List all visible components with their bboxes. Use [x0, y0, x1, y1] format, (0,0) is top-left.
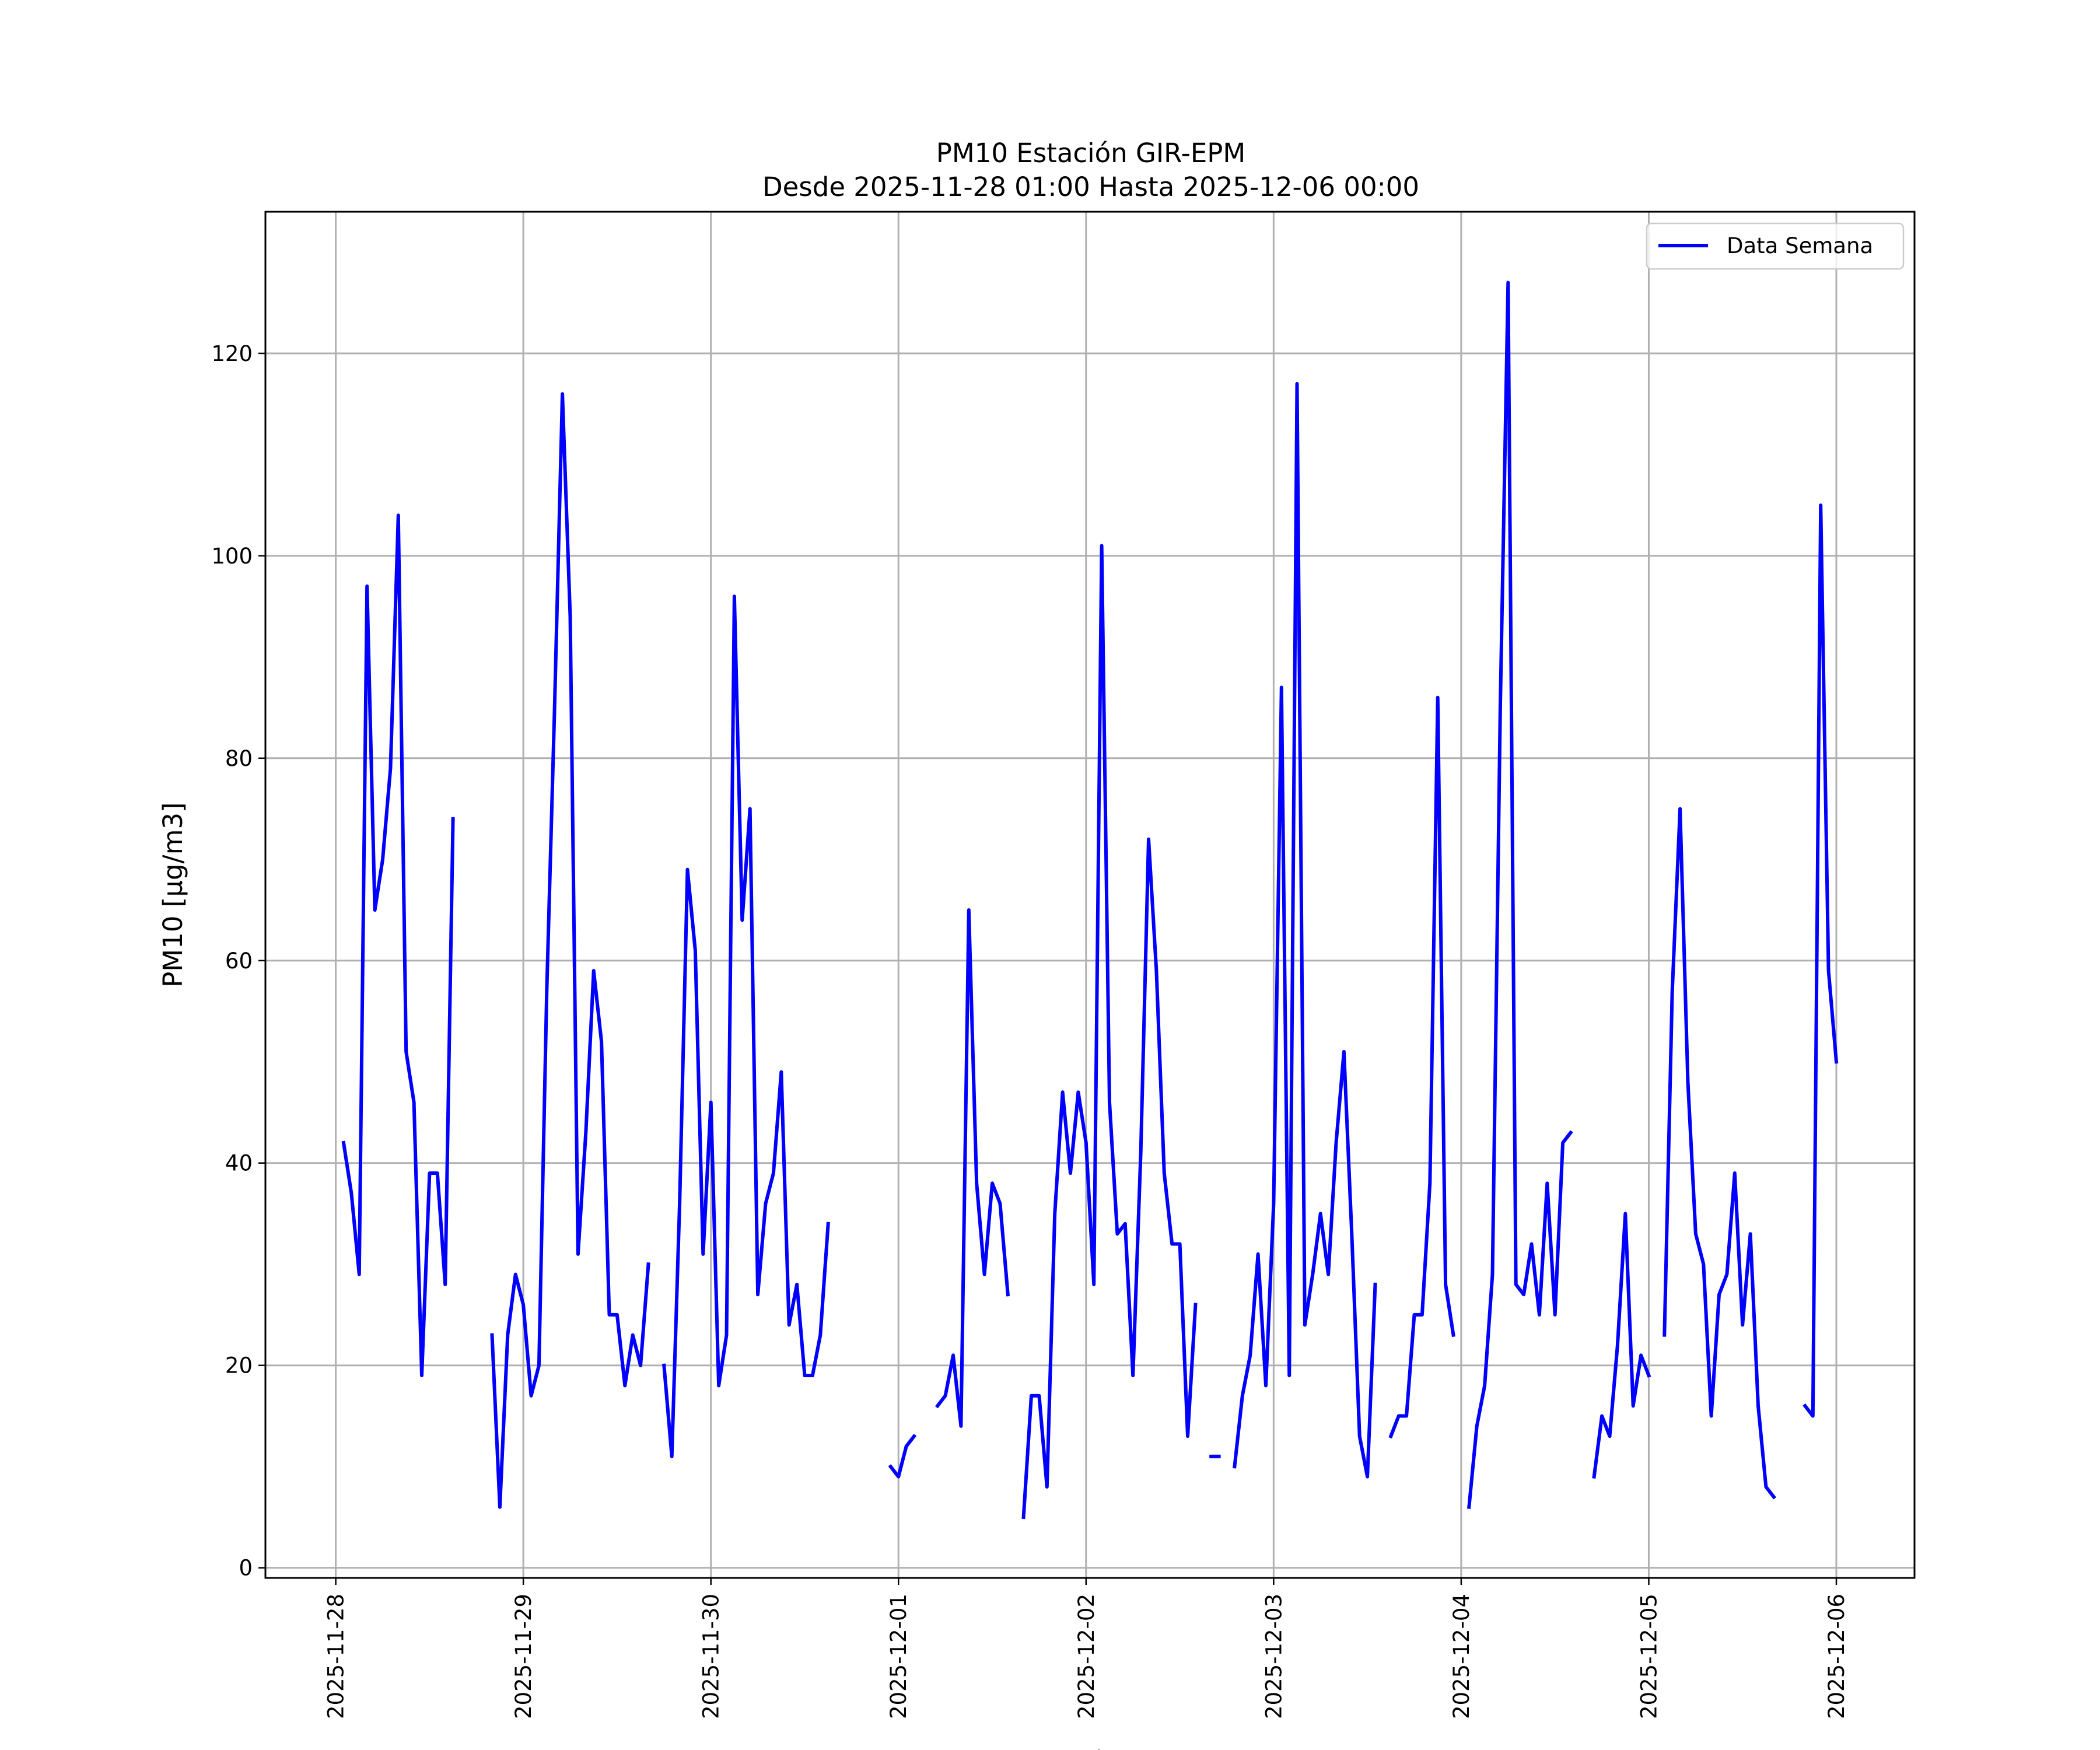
y-tick-label: 0	[239, 1556, 253, 1581]
series-line-segment	[1592, 1212, 1651, 1479]
x-tick-label: 2025-11-30	[699, 1594, 724, 1719]
y-tick-label: 60	[225, 949, 253, 974]
y-tick-label: 100	[211, 544, 253, 569]
x-tick-label: 2025-12-01	[886, 1594, 911, 1719]
legend-label: Data Semana	[1727, 233, 1873, 258]
grid-layer	[265, 212, 1915, 1578]
y-tick-label: 80	[225, 746, 253, 771]
plot-area-frame	[264, 211, 1916, 1579]
x-tick-label: 2025-12-03	[1261, 1594, 1286, 1719]
series-layer	[341, 281, 1839, 1520]
x-tick-label: 2025-12-02	[1074, 1594, 1099, 1719]
series-line-segment	[888, 1433, 917, 1479]
x-tick-label: 2025-11-28	[324, 1594, 349, 1719]
series-line-segment	[1803, 503, 1839, 1418]
x-tick-label: 2025-12-04	[1449, 1594, 1474, 1719]
series-line-segment	[662, 594, 830, 1458]
y-tick-label: 20	[225, 1353, 253, 1378]
series-line-segment	[1467, 281, 1573, 1509]
x-tick-label: 2025-11-29	[511, 1594, 536, 1719]
chart-subtitle: Desde 2025-11-28 01:00 Hasta 2025-12-06 …	[762, 172, 1419, 202]
x-axis: 2025-11-28 2025-11-29 2025-11-30 2025-12-01…	[324, 1578, 1849, 1719]
series-line-segment	[490, 392, 650, 1509]
x-axis-label: Fecha	[1051, 1745, 1128, 1750]
series-line-segment	[1662, 807, 1777, 1500]
chart-title: PM10 Estación GIR-EPM	[936, 138, 1245, 169]
series-line-segment	[1021, 544, 1198, 1520]
legend-frame	[1646, 222, 1905, 270]
x-tick-label: 2025-12-05	[1636, 1594, 1661, 1719]
x-tick-label: 2025-12-06	[1824, 1594, 1849, 1719]
series-line-segment	[1233, 382, 1377, 1479]
series-line-segment	[341, 513, 455, 1377]
y-tick-label: 40	[225, 1151, 253, 1176]
y-tick-label: 120	[211, 341, 253, 366]
series-line-segment	[935, 908, 1010, 1428]
series-line-segment	[1388, 695, 1455, 1438]
y-axis: 0 20 40 60 80 100 120	[211, 341, 265, 1581]
y-axis-label: PM10 [μg/m3]	[158, 802, 188, 987]
legend: Data Semana	[1646, 222, 1905, 270]
